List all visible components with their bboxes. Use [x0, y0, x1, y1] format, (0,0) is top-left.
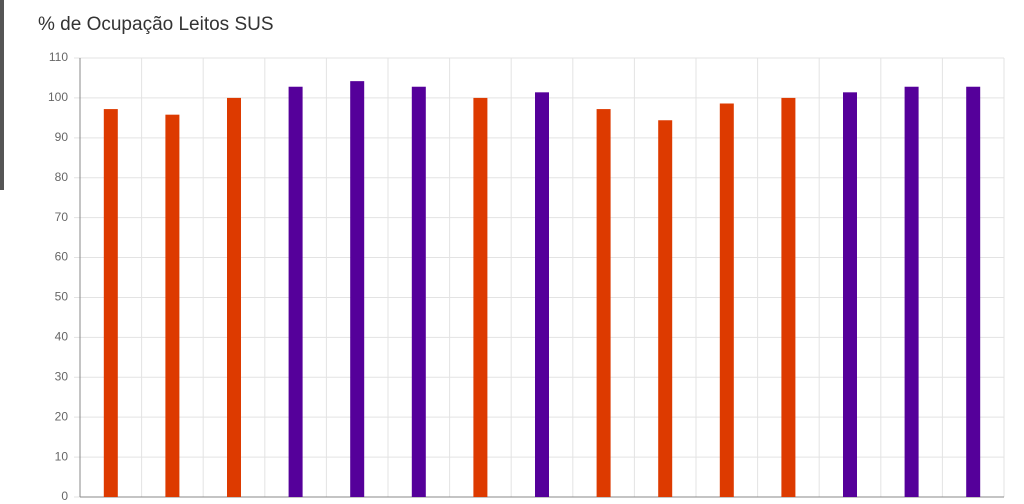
bar	[411, 86, 426, 497]
bar	[596, 109, 611, 498]
y-tick-label: 20	[55, 409, 69, 423]
y-tick-label: 110	[49, 50, 68, 64]
bar	[719, 103, 734, 497]
bar	[658, 120, 673, 497]
bar	[966, 86, 981, 497]
y-tick-label: 10	[55, 449, 69, 463]
bar	[288, 86, 303, 497]
bar	[350, 81, 365, 497]
bar	[103, 109, 118, 498]
y-tick-label: 70	[55, 210, 69, 224]
bar	[473, 97, 488, 497]
chart-title: % de Ocupação Leitos SUS	[38, 14, 274, 35]
bar	[843, 92, 857, 498]
y-tick-label: 60	[55, 250, 69, 264]
bar	[227, 97, 241, 497]
y-tick-label: 30	[55, 369, 69, 383]
bar	[165, 114, 180, 498]
bar	[781, 97, 796, 497]
y-tick-label: 40	[55, 330, 69, 344]
bar	[535, 92, 549, 498]
bar	[904, 86, 919, 497]
y-tick-label: 50	[55, 290, 69, 304]
y-tick-label: 90	[55, 130, 69, 144]
y-tick-label: 80	[55, 170, 69, 184]
y-tick-label: 0	[61, 489, 68, 503]
y-tick-label: 100	[48, 90, 68, 104]
window-edge	[0, 0, 4, 190]
